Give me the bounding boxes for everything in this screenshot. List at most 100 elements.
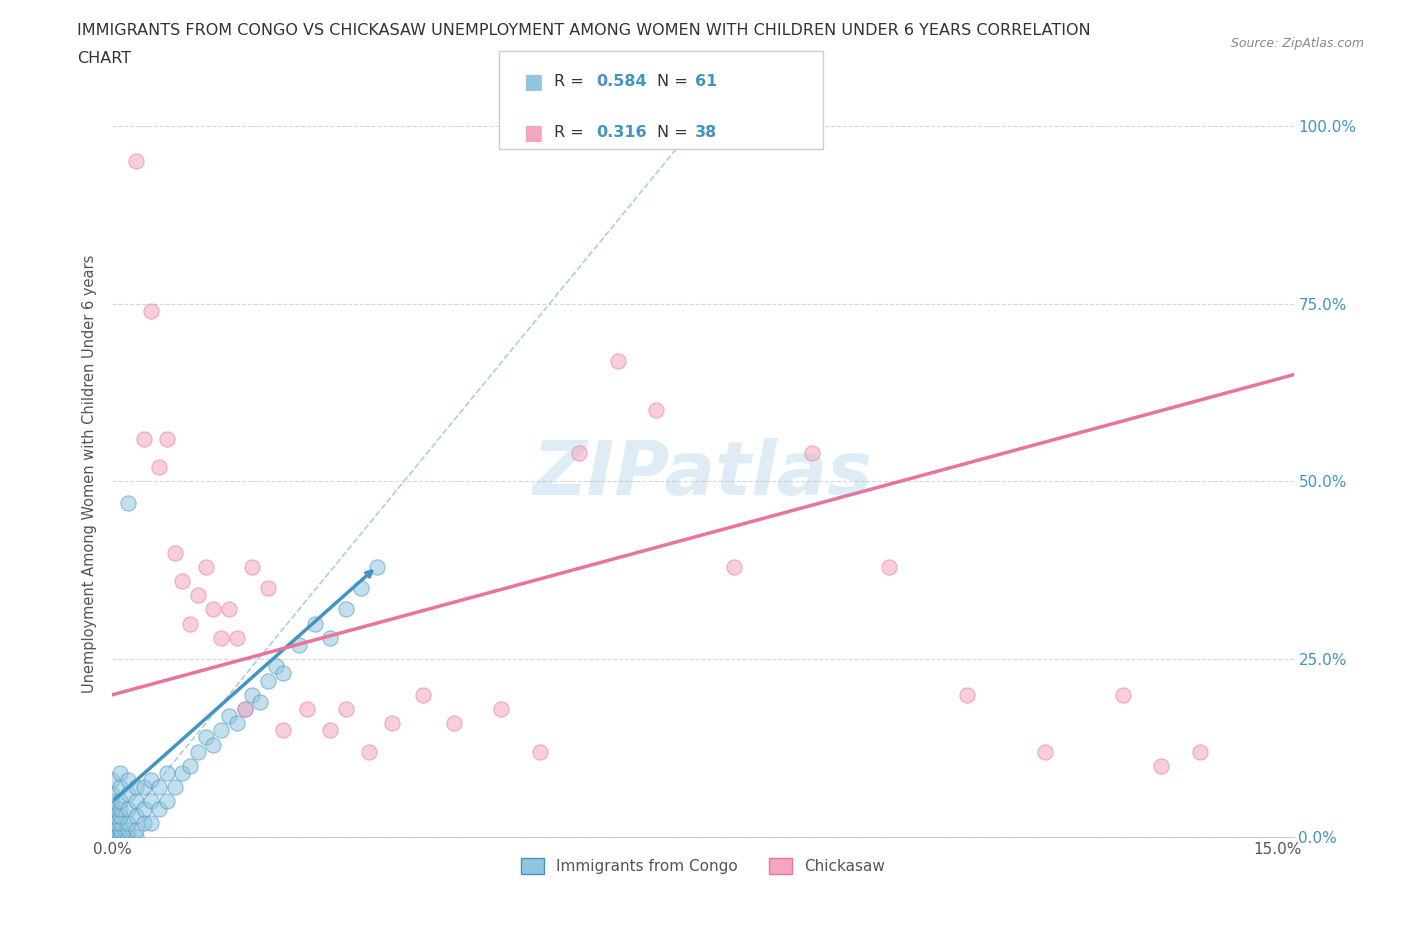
- Text: 0.584: 0.584: [596, 74, 647, 89]
- Point: [141, 773, 163, 788]
- Text: 38: 38: [695, 126, 717, 140]
- Point: [156, 765, 179, 780]
- Point: [132, 432, 155, 446]
- Point: [117, 816, 139, 830]
- Point: [606, 353, 628, 368]
- Text: ■: ■: [523, 123, 543, 143]
- Point: [225, 716, 247, 731]
- Point: [110, 794, 132, 809]
- Point: [117, 496, 139, 511]
- Point: [110, 779, 132, 794]
- Point: [1111, 687, 1133, 702]
- Point: [568, 445, 591, 460]
- Point: [319, 631, 342, 645]
- Point: [443, 716, 465, 731]
- Point: [110, 765, 132, 780]
- Point: [249, 695, 271, 710]
- Point: [194, 559, 217, 574]
- Point: [209, 631, 232, 645]
- Text: 61: 61: [695, 74, 717, 89]
- Point: [101, 787, 124, 802]
- Point: [117, 822, 139, 837]
- Point: [225, 631, 247, 645]
- Point: [956, 687, 979, 702]
- Text: Source: ZipAtlas.com: Source: ZipAtlas.com: [1230, 37, 1364, 50]
- Point: [288, 638, 311, 653]
- Point: [295, 701, 318, 716]
- Point: [125, 830, 148, 844]
- Point: [366, 559, 388, 574]
- Point: [156, 432, 179, 446]
- Point: [273, 723, 295, 737]
- Point: [141, 794, 163, 809]
- Point: [117, 801, 139, 816]
- Point: [110, 822, 132, 837]
- Point: [110, 816, 132, 830]
- Text: R =: R =: [554, 126, 589, 140]
- Point: [117, 830, 139, 844]
- Point: [148, 779, 170, 794]
- Point: [179, 759, 201, 774]
- Point: [148, 801, 170, 816]
- Point: [125, 822, 148, 837]
- Point: [335, 602, 357, 617]
- Point: [132, 779, 155, 794]
- Point: [218, 709, 240, 724]
- Point: [110, 801, 132, 816]
- Point: [304, 617, 326, 631]
- Point: [240, 559, 263, 574]
- Text: 0.316: 0.316: [596, 126, 647, 140]
- Point: [125, 808, 148, 823]
- Point: [723, 559, 745, 574]
- Point: [163, 545, 186, 560]
- Point: [233, 701, 256, 716]
- Point: [645, 403, 668, 418]
- Point: [132, 801, 155, 816]
- Point: [233, 701, 256, 716]
- Point: [101, 822, 124, 837]
- Point: [202, 737, 225, 752]
- Point: [264, 658, 287, 673]
- Point: [101, 794, 124, 809]
- Text: N =: N =: [657, 126, 693, 140]
- Point: [101, 830, 124, 844]
- Point: [132, 816, 155, 830]
- Point: [172, 574, 194, 589]
- Text: ZIPatlas: ZIPatlas: [533, 438, 873, 511]
- Point: [110, 808, 132, 823]
- Legend: Immigrants from Congo, Chickasaw: Immigrants from Congo, Chickasaw: [515, 852, 891, 880]
- Point: [1189, 744, 1212, 759]
- Point: [335, 701, 357, 716]
- Text: IMMIGRANTS FROM CONGO VS CHICKASAW UNEMPLOYMENT AMONG WOMEN WITH CHILDREN UNDER : IMMIGRANTS FROM CONGO VS CHICKASAW UNEMP…: [77, 23, 1091, 38]
- Point: [257, 580, 280, 595]
- Point: [179, 617, 201, 631]
- Point: [101, 816, 124, 830]
- Point: [240, 687, 263, 702]
- Point: [101, 830, 124, 844]
- Point: [350, 580, 373, 595]
- Point: [101, 801, 124, 816]
- Point: [117, 787, 139, 802]
- Point: [101, 773, 124, 788]
- Point: [381, 716, 404, 731]
- Point: [125, 154, 148, 169]
- Point: [489, 701, 512, 716]
- Text: ■: ■: [523, 72, 543, 92]
- Point: [101, 830, 124, 844]
- Point: [156, 794, 179, 809]
- Point: [110, 830, 132, 844]
- Point: [141, 816, 163, 830]
- Text: R =: R =: [554, 74, 589, 89]
- Point: [187, 744, 209, 759]
- Point: [194, 730, 217, 745]
- Point: [125, 779, 148, 794]
- Point: [101, 808, 124, 823]
- Point: [209, 723, 232, 737]
- Point: [273, 666, 295, 681]
- Point: [172, 765, 194, 780]
- Text: CHART: CHART: [77, 51, 131, 66]
- Point: [319, 723, 342, 737]
- Point: [218, 602, 240, 617]
- Point: [163, 779, 186, 794]
- Point: [879, 559, 901, 574]
